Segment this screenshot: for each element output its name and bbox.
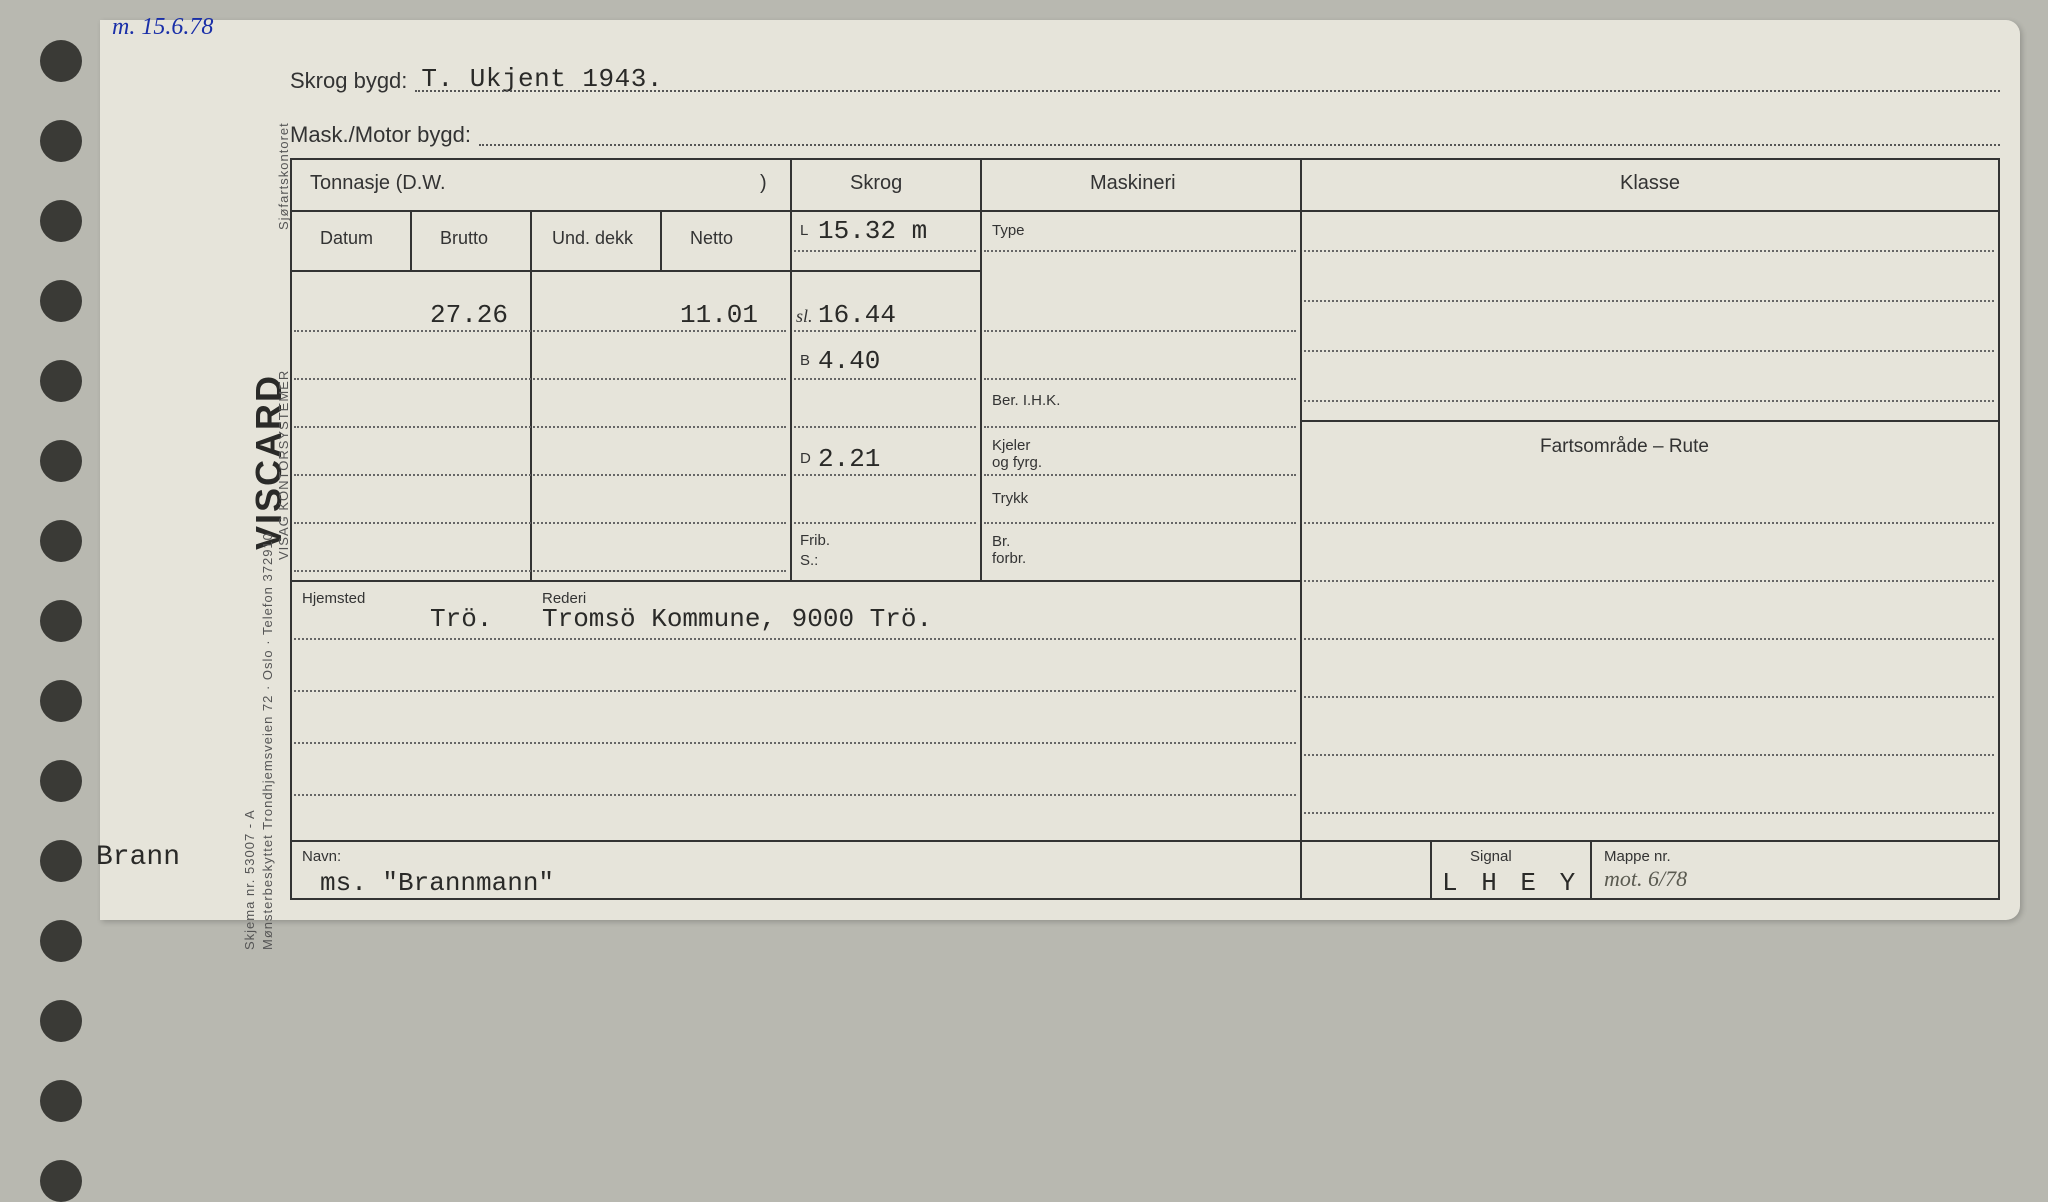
label-skrog-bygd: Skrog bygd: bbox=[290, 68, 407, 94]
label-signal: Signal bbox=[1470, 848, 1512, 865]
value-signal: L H E Y bbox=[1442, 868, 1579, 898]
side-line-visag: VISAG KONTORSYSTEMER bbox=[276, 370, 291, 560]
side-tab-brann: Brann bbox=[96, 842, 180, 873]
side-line-sjofart: Sjøfartskontoret bbox=[276, 122, 291, 230]
col-brutto: Brutto bbox=[440, 228, 488, 249]
label-L: L bbox=[800, 222, 808, 239]
label-frib: Frib. bbox=[800, 532, 830, 549]
side-print-block: VISCARD VISAG KONTORSYSTEMER Sjøfartskon… bbox=[220, 70, 280, 890]
value-D: 2.21 bbox=[818, 444, 880, 474]
label-klasse: Klasse bbox=[1620, 172, 1680, 195]
label-D: D bbox=[800, 450, 811, 467]
value-brutto: 27.26 bbox=[430, 300, 508, 330]
row-skrog-bygd: Skrog bygd: T. Ukjent 1943. bbox=[290, 50, 2000, 94]
label-type: Type bbox=[992, 222, 1025, 239]
label-kjeler: Kjeler og fyrg. bbox=[992, 438, 1042, 471]
value-mappe: mot. 6/78 bbox=[1604, 866, 1687, 892]
label-mask-motor: Mask./Motor bygd: bbox=[290, 122, 471, 148]
value-L: 15.32 m bbox=[818, 216, 927, 246]
handwritten-date: m. 15.6.78 bbox=[112, 14, 213, 41]
label-B: B bbox=[800, 352, 810, 369]
label-navn: Navn: bbox=[302, 848, 341, 865]
punch-holes bbox=[40, 40, 82, 1202]
row-mask-motor: Mask./Motor bygd: bbox=[290, 104, 2000, 148]
label-sl: sl. bbox=[796, 306, 813, 327]
side-line-address: Mønsterbeskyttet Trondhjemsveien 72 · Os… bbox=[260, 532, 275, 950]
label-mappe: Mappe nr. bbox=[1604, 848, 1671, 865]
label-tonnasje: Tonnasje (D.W. bbox=[310, 172, 446, 195]
value-netto: 11.01 bbox=[680, 300, 758, 330]
label-skrog: Skrog bbox=[850, 172, 902, 195]
value-B: 4.40 bbox=[818, 346, 880, 376]
label-ber-ihk: Ber. I.H.K. bbox=[992, 392, 1060, 409]
main-grid: Tonnasje (D.W. ) Skrog Maskineri Klasse … bbox=[290, 158, 2000, 898]
label-fartsomrade: Fartsområde – Rute bbox=[1540, 436, 1709, 458]
label-br-forbr: Br. forbr. bbox=[992, 534, 1026, 567]
col-datum: Datum bbox=[320, 228, 373, 249]
value-rederi: Tromsö Kommune, 9000 Trö. bbox=[542, 604, 932, 634]
index-card: m. 15.6.78 VISCARD VISAG KONTORSYSTEMER … bbox=[100, 20, 2020, 920]
value-sl: 16.44 bbox=[818, 300, 896, 330]
label-hjemsted: Hjemsted bbox=[302, 590, 365, 607]
label-s: S.: bbox=[800, 552, 818, 569]
form-area: Skrog bygd: T. Ukjent 1943. Mask./Motor … bbox=[290, 50, 2000, 910]
label-tonnasje-close: ) bbox=[760, 172, 767, 195]
col-und-dekk: Und. dekk bbox=[552, 228, 633, 249]
label-maskineri: Maskineri bbox=[1090, 172, 1176, 195]
col-netto: Netto bbox=[690, 228, 733, 249]
value-hjemsted: Trö. bbox=[430, 604, 492, 634]
value-navn: ms. "Brannmann" bbox=[320, 868, 554, 898]
label-trykk: Trykk bbox=[992, 490, 1028, 507]
side-line-skjema: Skjema nr. 53007 - A bbox=[242, 809, 257, 950]
